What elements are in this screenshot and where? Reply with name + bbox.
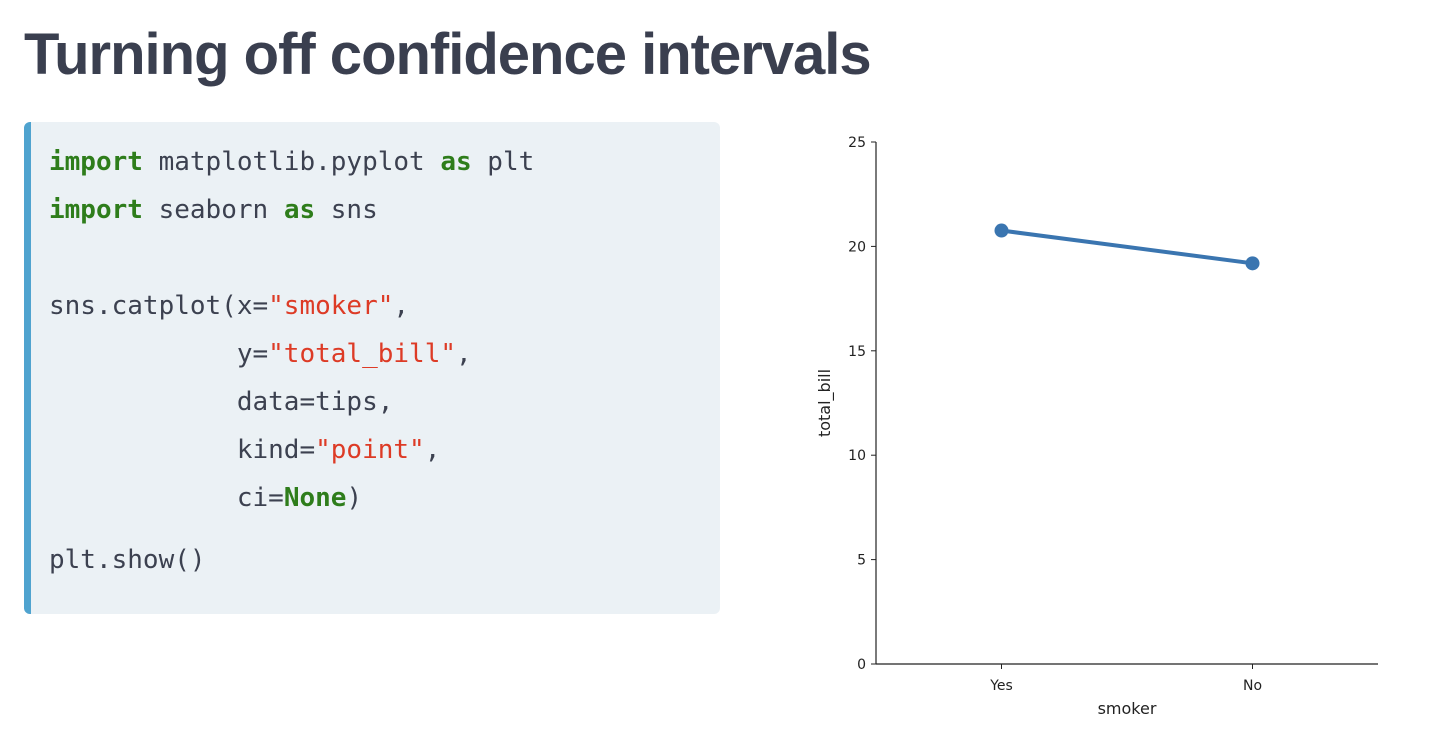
code-text: y= (49, 339, 269, 369)
slide-title: Turning off confidence intervals (24, 22, 872, 87)
code-text: matplotlib.pyplot (142, 147, 441, 177)
code-line-2: import seaborn as sns (49, 194, 378, 226)
code-string: "total_bill" (268, 339, 456, 369)
code-keyword: import (49, 195, 143, 225)
code-text: sns.catplot(x= (49, 291, 269, 321)
code-text: , (393, 291, 410, 321)
code-line-1: import matplotlib.pyplot as plt (49, 146, 534, 178)
code-keyword: as (440, 147, 472, 177)
code-keyword: import (49, 147, 143, 177)
code-keyword: None (283, 483, 347, 513)
data-point-no (1245, 256, 1260, 271)
code-text: sns (315, 195, 378, 225)
code-line-4: y="total_bill", (49, 338, 472, 370)
code-text: plt.show() (49, 545, 206, 575)
code-string: "smoker" (268, 291, 394, 321)
code-text: seaborn (142, 195, 284, 225)
code-line-7: ci=None) (49, 482, 362, 514)
y-tick-label: 10 (848, 448, 866, 464)
series-line (999, 228, 1255, 266)
y-tick-label: 5 (857, 553, 866, 569)
code-text: , (456, 339, 472, 369)
data-point-yes (994, 223, 1009, 238)
code-line-5: data=tips, (49, 386, 394, 418)
code-text: ) (346, 483, 363, 513)
code-text: kind= (49, 435, 316, 465)
point-plot: 0 5 10 15 20 25 Yes No smoker total_bill (815, 135, 1378, 718)
code-text: data=tips, (49, 387, 394, 417)
code-text: ci= (49, 483, 284, 513)
x-axis-label: smoker (1098, 699, 1157, 718)
x-tick-label: No (1243, 678, 1262, 694)
code-line-6: kind="point", (49, 434, 441, 466)
y-tick-label: 25 (848, 135, 866, 151)
code-text: plt (471, 147, 535, 177)
code-keyword: as (283, 195, 316, 225)
code-block: import matplotlib.pyplot as plt import s… (24, 122, 720, 614)
y-tick-label: 20 (848, 239, 866, 255)
code-line-8: plt.show() (49, 544, 206, 576)
code-text: , (424, 435, 441, 465)
y-axis-label: total_bill (815, 369, 835, 437)
chart-area: 0 5 10 15 20 25 Yes No smoker total_bill (790, 120, 1410, 730)
y-tick-label: 0 (857, 657, 866, 673)
x-tick-label: Yes (989, 678, 1013, 694)
code-line-3: sns.catplot(x="smoker", (49, 290, 409, 322)
y-tick-label: 15 (848, 344, 866, 360)
code-string: "point" (315, 435, 425, 465)
